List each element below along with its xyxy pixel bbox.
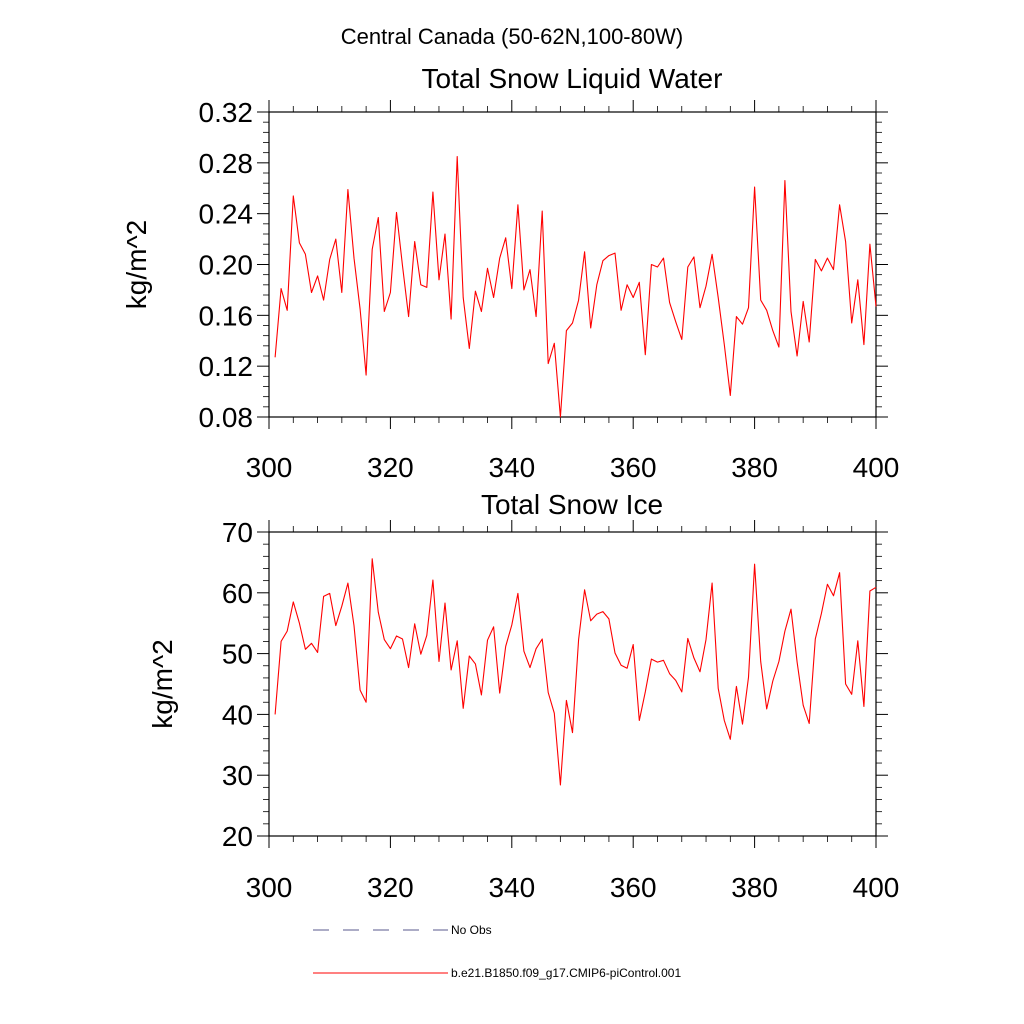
snow-liquid-water-xtick-label: 400 bbox=[853, 452, 900, 483]
snow-ice-ytick-label: 30 bbox=[222, 760, 253, 791]
snow-liquid-water-ytick-label: 0.16 bbox=[199, 300, 254, 331]
snow-ice-ytick-label: 60 bbox=[222, 578, 253, 609]
snow-ice-ytick-label: 50 bbox=[222, 639, 253, 670]
snow-liquid-water-ytick-label: 0.32 bbox=[199, 97, 254, 128]
snow-liquid-water-ylabel: kg/m^2 bbox=[121, 220, 152, 309]
snow-ice-panel: Total Snow Ice 300 320 340 360 380 400 20 30 40 50… bbox=[147, 489, 899, 903]
figure-suptitle: Central Canada (50-62N,100-80W) bbox=[341, 24, 683, 49]
snow-liquid-water-ytick-label: 0.24 bbox=[199, 199, 254, 230]
snow-liquid-water-panel: Total Snow Liquid Water 300 320 340 360 380 40… bbox=[121, 63, 899, 483]
snow-liquid-water-ytick-label: 0.28 bbox=[199, 148, 254, 179]
snow-liquid-water-ytick-label: 0.12 bbox=[199, 351, 254, 382]
snow-liquid-water-ytick-label: 0.08 bbox=[199, 402, 254, 433]
legend: No Obs b.e21.B1850.f09_g17.CMIP6-piContr… bbox=[313, 923, 681, 980]
legend-model-label: b.e21.B1850.f09_g17.CMIP6-piControl.001 bbox=[451, 966, 681, 980]
snow-ice-xtick-label: 360 bbox=[610, 872, 657, 903]
snow-liquid-water-xtick-label: 380 bbox=[731, 452, 778, 483]
legend-obs-label: No Obs bbox=[451, 923, 492, 937]
snow-ice-ytick-label: 40 bbox=[222, 699, 253, 730]
snow-ice-xtick-label: 340 bbox=[488, 872, 535, 903]
snow-ice-xtick-label: 380 bbox=[731, 872, 778, 903]
snow-liquid-water-xtick-label: 300 bbox=[246, 452, 293, 483]
snow-liquid-water-series-line bbox=[274, 155, 877, 418]
snow-ice-xtick-label: 320 bbox=[367, 872, 414, 903]
snow-ice-ylabel: kg/m^2 bbox=[147, 639, 178, 728]
snow-liquid-water-ytick-label: 0.20 bbox=[199, 250, 254, 281]
snow-ice-plot-frame bbox=[268, 531, 877, 837]
snow-ice-ytick-label: 20 bbox=[222, 821, 253, 852]
snow-ice-xtick-label: 300 bbox=[246, 872, 293, 903]
snow-liquid-water-plot-frame bbox=[268, 111, 877, 418]
snow-ice-title: Total Snow Ice bbox=[481, 489, 663, 520]
snow-ice-ytick-label: 70 bbox=[222, 517, 253, 548]
snow-liquid-water-xtick-label: 360 bbox=[610, 452, 657, 483]
snow-liquid-water-xtick-label: 340 bbox=[488, 452, 535, 483]
snow-ice-series-line bbox=[274, 558, 877, 786]
snow-liquid-water-xtick-label: 320 bbox=[367, 452, 414, 483]
snow-liquid-water-title: Total Snow Liquid Water bbox=[422, 63, 723, 94]
snow-ice-xtick-label: 400 bbox=[853, 872, 900, 903]
